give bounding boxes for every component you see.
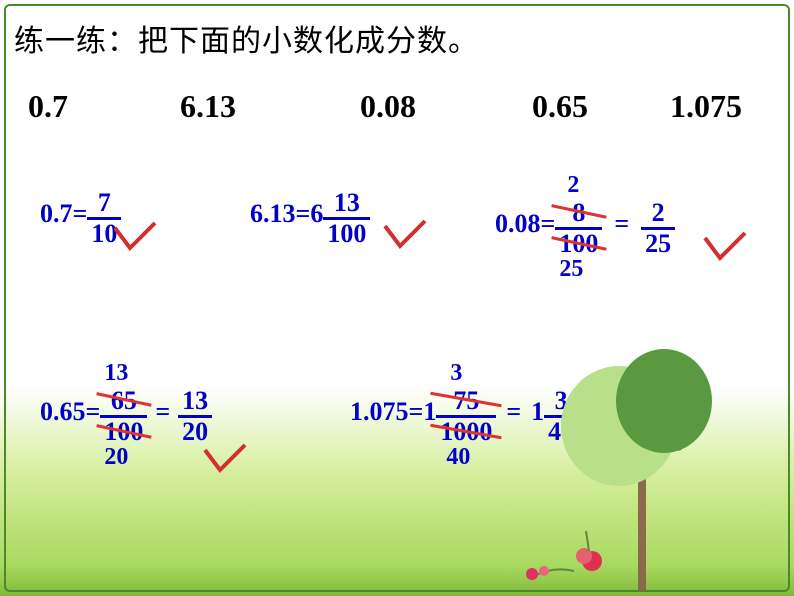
p4-frac1: 13 65 100 20 <box>100 388 147 445</box>
problem-5: 1.075=1 3 75 1000 40 = 1 3 40 <box>350 388 578 445</box>
check-5 <box>660 418 710 458</box>
p4-frac2: 13 20 <box>178 388 212 445</box>
p4-lhs: 0.65= <box>40 397 100 426</box>
p5-frac2: 3 40 <box>544 388 578 445</box>
check-2 <box>380 216 430 256</box>
problem-4: 0.65= 13 65 100 20 = 13 20 <box>40 388 212 445</box>
p5-frac1: 3 75 1000 40 <box>436 388 496 445</box>
check-4 <box>200 440 250 480</box>
decimal-1: 0.7 <box>28 88 68 125</box>
problem-2: 6.13=6 13 100 <box>250 190 370 247</box>
decimal-5: 1.075 <box>670 88 742 125</box>
p5-lhs: 1.075=1 <box>350 397 436 426</box>
p2-lhs: 6.13=6 <box>250 199 323 228</box>
p3-lhs: 0.08= <box>495 209 555 238</box>
page-title: 练一练：把下面的小数化成分数。 <box>14 16 479 60</box>
p1-lhs: 0.7= <box>40 199 87 228</box>
check-1 <box>110 218 160 258</box>
problem-3: 0.08= 2 8 100 25 = 2 25 <box>495 200 675 257</box>
check-3 <box>700 228 750 268</box>
decimal-2: 6.13 <box>180 88 236 125</box>
p2-frac: 13 100 <box>323 190 370 247</box>
decimal-3: 0.08 <box>360 88 416 125</box>
p3-frac1: 2 8 100 25 <box>555 200 602 257</box>
decimal-4: 0.65 <box>532 88 588 125</box>
p3-frac2: 2 25 <box>641 200 675 257</box>
